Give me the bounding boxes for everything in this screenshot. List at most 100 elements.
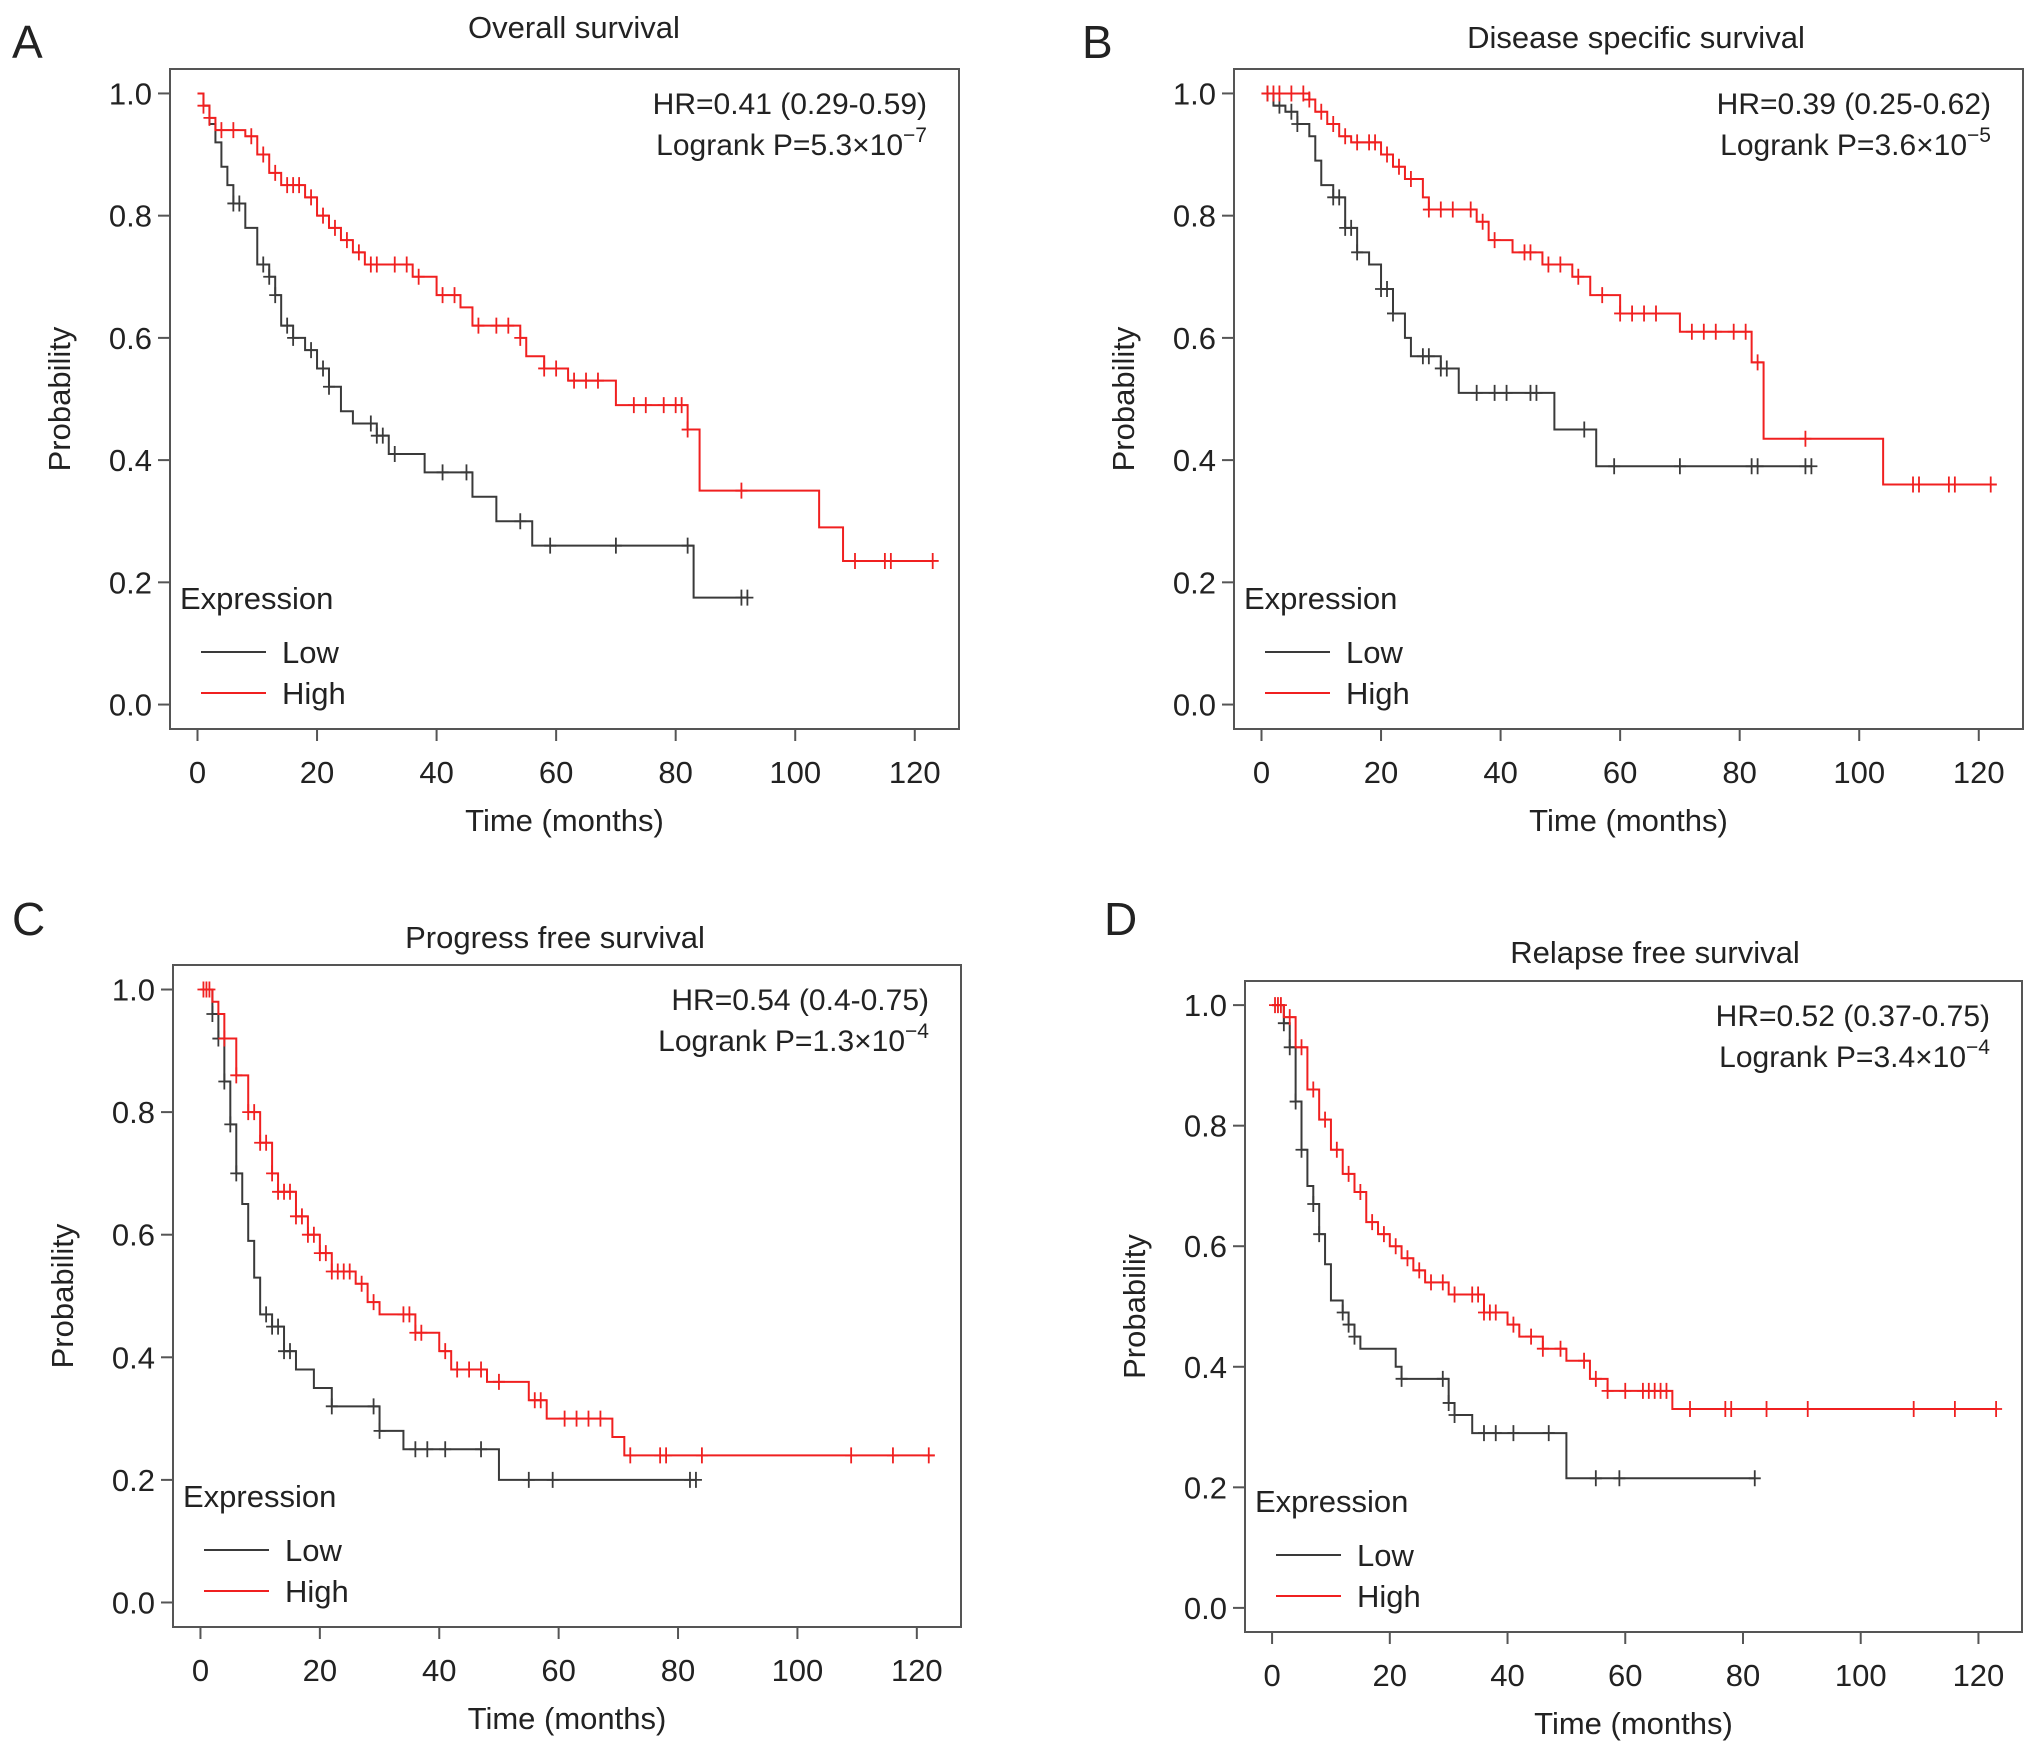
censor-mark-high [319, 1245, 332, 1262]
y-tick-label: 0.6 [1173, 321, 1216, 356]
x-axis-label: Time (months) [1529, 803, 1728, 838]
panel-label: B [1082, 16, 1113, 68]
censor-mark-high [639, 397, 652, 414]
censor-mark-low [1289, 1093, 1302, 1110]
censor-mark-high [1354, 1183, 1367, 1200]
x-tick-label: 20 [300, 755, 334, 790]
censor-mark-high [886, 1447, 899, 1464]
censor-mark-high [1685, 323, 1698, 340]
hazard-ratio-annotation: HR=0.52 (0.37-0.75) [1716, 1000, 1990, 1033]
censor-mark-low [1542, 1425, 1555, 1442]
y-tick-label: 0.0 [112, 1585, 155, 1620]
censor-mark-high [1542, 256, 1555, 273]
hazard-ratio-annotation: HR=0.39 (0.25-0.62) [1717, 88, 1991, 121]
x-tick-label: 40 [1490, 1658, 1524, 1693]
censor-mark-low [1500, 384, 1513, 401]
censor-mark-low [1578, 421, 1591, 438]
censor-mark-low [1436, 1370, 1449, 1387]
panel-a: A Overall survival 0 20 40 60 80 100 120 0.0 0.2 0.… [12, 10, 960, 838]
censor-mark-high [355, 1275, 368, 1292]
survival-curve-low [1272, 1004, 1755, 1480]
censor-mark-low [388, 446, 401, 462]
x-tick-label: 20 [1373, 1658, 1407, 1693]
censor-mark-high [1283, 1009, 1296, 1026]
censor-mark-high [1660, 1382, 1673, 1399]
censor-mark-low [1283, 1039, 1296, 1056]
censor-mark-low [305, 342, 318, 359]
censor-mark-low [233, 195, 246, 212]
censor-mark-low [325, 1398, 338, 1415]
censor-mark-high [1709, 323, 1722, 340]
censor-mark-low [367, 1398, 380, 1415]
x-axis-label: Time (months) [468, 1701, 667, 1736]
plot-frame [172, 964, 962, 1628]
censor-mark-high [1389, 1238, 1402, 1255]
censor-mark-low [373, 1422, 386, 1439]
censor-mark-high [1536, 1340, 1549, 1357]
censor-mark-high [412, 268, 425, 285]
censor-mark-low [1470, 384, 1483, 401]
censor-mark-low [1336, 1304, 1349, 1321]
censor-mark-low [409, 1441, 422, 1458]
censor-mark-high [472, 317, 485, 334]
censor-mark-high [328, 219, 341, 236]
x-tick-label: 100 [1833, 755, 1885, 790]
censor-mark-high [317, 207, 330, 224]
x-tick-label: 0 [189, 755, 206, 790]
censor-mark-high [735, 482, 748, 499]
censor-mark-low [317, 360, 330, 377]
censor-mark-low [1442, 1394, 1455, 1411]
censor-mark-high [403, 1306, 416, 1323]
hazard-ratio-annotation: HR=0.41 (0.29-0.59) [653, 88, 927, 121]
censor-mark-low [1351, 244, 1364, 261]
censor-mark-high [695, 1447, 708, 1464]
censor-mark-high [415, 1324, 428, 1341]
censor-mark-high [1446, 201, 1459, 218]
panel-d: D Relapse free survival 0 20 40 60 80 100 120 0.0… [1104, 893, 2023, 1741]
y-tick-label: 0.0 [1173, 688, 1216, 723]
legend-label-low: Low [1346, 635, 1403, 670]
legend-label-low: Low [1357, 1538, 1414, 1573]
censor-mark-low [1673, 458, 1686, 475]
censor-mark-low [1342, 1316, 1355, 1333]
censor-mark-high [1342, 1165, 1355, 1182]
censor-mark-high [1507, 1316, 1520, 1333]
censor-mark-high [284, 1183, 297, 1200]
censor-mark-low [263, 268, 276, 285]
plot-frame [169, 68, 960, 730]
logrank-annotation: Logrank P=3.4×10−4 [1719, 1036, 1990, 1074]
y-tick-label: 0.0 [109, 688, 152, 723]
censor-mark-low [230, 1165, 243, 1182]
censor-mark-high [1377, 1226, 1390, 1243]
censor-mark-high [1589, 1370, 1602, 1387]
x-tick-label: 40 [419, 755, 453, 790]
logrank-annotation: Logrank P=5.3×10−7 [656, 124, 927, 162]
censor-mark-high [1907, 1400, 1920, 1417]
censor-mark-high [1596, 287, 1609, 304]
censor-mark-high [1295, 1039, 1308, 1056]
censor-mark-high [1578, 1352, 1591, 1369]
panel-label: D [1104, 893, 1137, 945]
censor-mark-high [400, 256, 413, 273]
censor-mark-low [421, 1441, 434, 1458]
censor-mark-high [492, 1373, 505, 1390]
x-tick-label: 40 [422, 1653, 456, 1688]
censor-mark-high [926, 552, 939, 569]
censor-mark-low [1748, 1470, 1761, 1487]
censor-mark-high [1801, 1400, 1814, 1417]
y-tick-label: 0.8 [109, 199, 152, 234]
censor-mark-high [1464, 201, 1477, 218]
logrank-text: Logrank P=3.4×10 [1719, 1041, 1966, 1074]
censor-mark-high [1601, 1382, 1614, 1399]
censor-mark-high [922, 1447, 935, 1464]
censor-mark-low [1307, 1196, 1320, 1213]
censor-mark-high [1697, 323, 1710, 340]
censor-mark-low [689, 1471, 702, 1488]
x-tick-label: 0 [1253, 755, 1270, 790]
y-axis-label: Probability [1117, 1234, 1152, 1379]
y-tick-label: 0.4 [109, 443, 152, 478]
censor-mark-low [1440, 360, 1453, 377]
censor-mark-high [1948, 1400, 1961, 1417]
censor-mark-high [367, 1294, 380, 1311]
